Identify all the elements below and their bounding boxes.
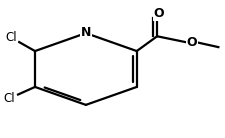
- Text: N: N: [80, 26, 91, 39]
- Text: O: O: [153, 7, 163, 20]
- Text: Cl: Cl: [3, 92, 15, 105]
- Text: Cl: Cl: [5, 31, 17, 44]
- Text: O: O: [186, 36, 196, 49]
